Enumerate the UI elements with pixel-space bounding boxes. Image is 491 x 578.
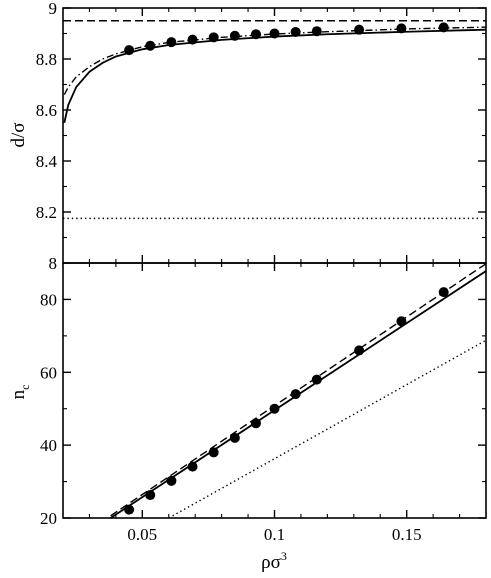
bottom-y-tick-label-1: 40 — [40, 436, 57, 455]
top-marker-6 — [250, 29, 261, 40]
bottom-panel-ticks: 0.05 0.1 0.15 20 40 60 80 — [40, 263, 486, 544]
bottom-marker-11 — [396, 316, 407, 327]
bottom-marker-5 — [229, 432, 240, 443]
bottom-y-axis-label-sub: c — [18, 385, 32, 390]
top-y-tick-label-1: 8.2 — [36, 203, 57, 222]
top-marker-7 — [269, 28, 280, 39]
bottom-x-tick-label-2: 0.15 — [392, 525, 422, 544]
bottom-x-axis-label-main: ρσ — [261, 552, 281, 573]
bottom-marker-10 — [354, 345, 365, 356]
bottom-marker-1 — [145, 490, 156, 501]
bottom-y-tick-label-3: 80 — [40, 290, 57, 309]
bottom-marker-12 — [438, 287, 449, 298]
bottom-x-tick-label-1: 0.1 — [264, 525, 285, 544]
top-y-tick-label-4: 8.8 — [36, 50, 57, 69]
bottom-y-tick-label-2: 60 — [40, 363, 57, 382]
bottom-x-tick-label-0: 0.05 — [127, 525, 157, 544]
bottom-dashed-line — [110, 263, 486, 517]
top-marker-0 — [124, 45, 135, 56]
bottom-y-axis-label-main: n — [8, 389, 29, 399]
bottom-marker-4 — [208, 447, 219, 458]
top-marker-4 — [208, 32, 219, 43]
bottom-marker-7 — [269, 403, 280, 414]
bottom-panel-marks — [110, 263, 486, 518]
bottom-dotted-line — [168, 339, 486, 518]
bottom-marker-6 — [250, 418, 261, 429]
bottom-marker-2 — [166, 475, 177, 486]
bottom-marker-3 — [187, 461, 198, 472]
top-panel-marks — [63, 20, 486, 220]
bottom-marker-8 — [290, 389, 301, 400]
top-marker-9 — [311, 26, 322, 37]
top-marker-8 — [290, 26, 301, 37]
top-marker-5 — [229, 30, 240, 41]
top-marker-1 — [145, 40, 156, 51]
top-panel-ticks: 8 8.2 8.4 8.6 8.8 9 — [36, 0, 486, 273]
bottom-y-axis-label: nc — [8, 385, 32, 400]
bottom-marker-0 — [124, 504, 135, 515]
bottom-y-tick-label-0: 20 — [40, 509, 57, 528]
top-marker-3 — [187, 34, 198, 45]
top-solid-line — [63, 28, 486, 123]
top-y-tick-label-0: 8 — [49, 254, 58, 273]
bottom-x-axis-label-sup: 3 — [281, 549, 287, 563]
top-marker-11 — [396, 23, 407, 34]
top-marker-10 — [354, 24, 365, 35]
top-marker-12 — [438, 22, 449, 33]
bottom-marker-9 — [311, 374, 322, 385]
top-y-tick-label-3: 8.6 — [36, 101, 57, 120]
top-marker-2 — [166, 37, 177, 48]
top-y-tick-label-2: 8.4 — [36, 152, 58, 171]
top-dashdot-line — [63, 26, 486, 96]
bottom-x-axis-label: ρσ3 — [261, 549, 287, 573]
top-y-axis-label: d/σ — [8, 122, 29, 147]
top-y-tick-label-5: 9 — [49, 0, 58, 18]
top-panel: 8 8.2 8.4 8.6 8.8 9 d/σ — [8, 0, 487, 273]
bottom-panel: 0.05 0.1 0.15 20 40 60 80 nc ρσ3 — [8, 262, 487, 573]
bottom-panel-frame — [62, 262, 487, 519]
